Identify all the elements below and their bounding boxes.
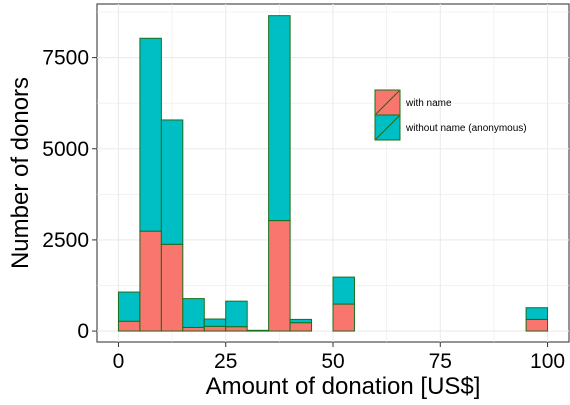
- bar-with-name: [525, 318, 549, 332]
- legend-key-with-name-slash: [375, 90, 400, 115]
- bar-with-name: [160, 243, 184, 332]
- bar-without-name: [289, 318, 313, 324]
- bar-with-name: [246, 329, 270, 332]
- bar-without-name: [268, 15, 291, 222]
- legend-key-without-name-slash: [375, 115, 400, 140]
- bar-with-name: [117, 320, 141, 332]
- y-tick-label: 5000: [42, 138, 89, 161]
- x-tick-label: 75: [429, 350, 452, 373]
- bar-without-name: [160, 119, 184, 245]
- bar-with-name: [268, 220, 291, 332]
- x-tick-label: 100: [530, 350, 565, 373]
- bar-with-name: [289, 322, 313, 332]
- bars: [117, 15, 549, 332]
- legend: with name without name (anonymous): [374, 89, 527, 141]
- legend-label-without-name: without name (anonymous): [405, 123, 527, 134]
- x-axis-title: Amount of donation [US$]: [206, 373, 481, 400]
- y-tick-label: 0: [77, 320, 89, 343]
- bar-without-name: [525, 307, 549, 320]
- y-axis-title: Number of donors: [7, 77, 34, 269]
- tick-labels: 0 25 50 75 100 0 2500 5000 7500: [42, 47, 565, 373]
- bar-without-name: [117, 291, 141, 322]
- x-tick-label: 50: [321, 350, 344, 373]
- bar-with-name: [332, 303, 355, 332]
- y-tick-label: 7500: [42, 47, 89, 70]
- bar-without-name: [139, 37, 162, 232]
- bar-with-name: [203, 325, 227, 332]
- bar-without-name: [225, 300, 248, 328]
- bar-with-name: [139, 230, 162, 332]
- y-tick-label: 2500: [42, 229, 89, 252]
- bar-without-name: [182, 298, 205, 328]
- bar-with-name: [225, 326, 248, 332]
- x-tick-label: 25: [214, 350, 237, 373]
- x-tick-label: 0: [113, 350, 125, 373]
- bar-without-name: [332, 276, 355, 305]
- bar-with-name: [182, 326, 205, 332]
- bar-without-name: [203, 318, 227, 327]
- axis-ticks: [92, 57, 549, 347]
- legend-label-with-name: with name: [405, 98, 452, 109]
